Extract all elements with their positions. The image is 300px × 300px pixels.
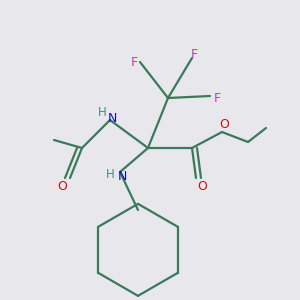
Text: F: F: [213, 92, 220, 104]
Text: O: O: [57, 179, 67, 193]
Text: N: N: [117, 169, 127, 182]
Text: O: O: [197, 179, 207, 193]
Text: O: O: [219, 118, 229, 130]
Text: F: F: [190, 47, 198, 61]
Text: H: H: [98, 106, 106, 118]
Text: F: F: [130, 56, 138, 68]
Text: N: N: [107, 112, 117, 124]
Text: H: H: [106, 167, 114, 181]
